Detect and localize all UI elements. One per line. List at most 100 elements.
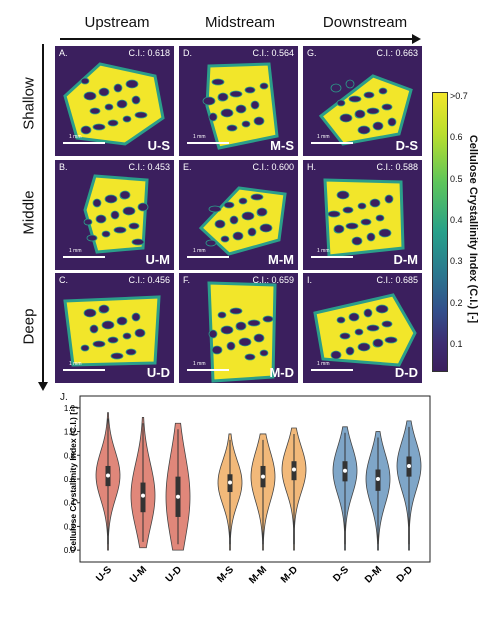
scale-bar-label: 1 mm <box>317 134 330 140</box>
y-tick-label: 0.2 <box>64 522 76 531</box>
specimen-image <box>63 295 161 367</box>
scale-bar-label: 1 mm <box>317 361 330 367</box>
image-panel-m-m: E. C.I.: 0.600 M-M 1 mm <box>179 160 298 270</box>
panel-ci-value: C.I.: 0.453 <box>128 162 170 172</box>
violin-median-point <box>343 468 347 473</box>
scale-bar <box>63 142 105 144</box>
violin-median-point <box>228 480 232 485</box>
x-tick-label: M-D <box>279 564 300 585</box>
scale-bar-label: 1 mm <box>69 361 82 367</box>
column-axis-arrow <box>60 38 415 40</box>
x-tick-label: D-M <box>363 564 384 585</box>
scale-bar-label: 1 mm <box>69 134 82 140</box>
y-tick-label: 0.0 <box>64 546 76 555</box>
specimen-image <box>63 62 165 146</box>
panel-letter: B. <box>59 162 68 172</box>
image-panel-m-d: F. C.I.: 0.659 M-D 1 mm <box>179 273 298 383</box>
panel-letter: D. <box>183 48 192 58</box>
image-panel-d-s: G. C.I.: 0.663 D-S 1 mm <box>303 46 422 156</box>
y-tick-label: 0.6 <box>64 475 76 484</box>
panel-tag: U-D <box>146 365 170 380</box>
y-axis-label: Cellulose Crystallinity Index (C.I.) [-] <box>68 406 78 552</box>
colorbar-tick-label: 0.5 <box>450 173 463 184</box>
y-tick-label: 1.0 <box>64 428 76 437</box>
panel-letter: F. <box>183 275 191 285</box>
scale-bar <box>311 256 353 258</box>
scale-bar <box>187 369 229 371</box>
y-tick-label: 0.4 <box>64 499 76 508</box>
violin-median-point <box>106 473 110 478</box>
scale-bar <box>187 142 229 144</box>
panel-letter: H. <box>307 162 316 172</box>
panel-tag: D-M <box>393 252 418 267</box>
panel-ci-value: C.I.: 0.588 <box>376 162 418 172</box>
image-panel-d-m: H. C.I.: 0.588 D-M 1 mm <box>303 160 422 270</box>
y-tick-label: 0.8 <box>64 451 76 460</box>
row-axis-arrow <box>42 44 44 384</box>
row-axis-arrowhead <box>38 382 48 391</box>
panel-tag: M-M <box>268 252 294 267</box>
x-tick-label: U-D <box>164 564 184 584</box>
panel-ci-value: C.I.: 0.564 <box>252 48 294 58</box>
scale-bar <box>311 142 353 144</box>
violin-panel-label: J. <box>60 392 68 403</box>
panel-letter: G. <box>307 48 317 58</box>
scale-bar <box>311 369 353 371</box>
violin-median-point <box>292 467 296 472</box>
image-panel-d-d: I. C.I.: 0.685 D-D 1 mm <box>303 273 422 383</box>
scale-bar <box>63 256 105 258</box>
image-panel-u-m: B. C.I.: 0.453 U-M 1 mm <box>55 160 174 270</box>
column-header-upstream: Upstream <box>84 14 150 31</box>
x-tick-label: D-S <box>331 564 351 584</box>
scale-bar-label: 1 mm <box>193 361 206 367</box>
colorbar-tick-label: >0.7 <box>450 91 468 101</box>
image-panel-m-s: D. C.I.: 0.564 M-S 1 mm <box>179 46 298 156</box>
colorbar <box>432 92 448 372</box>
colorbar-tick-label: 0.4 <box>450 215 463 225</box>
scale-bar-label: 1 mm <box>317 248 330 254</box>
specimen-image <box>198 186 287 256</box>
colorbar-tick-label: 0.1 <box>450 339 463 349</box>
panel-tag: D-S <box>395 138 418 153</box>
panel-ci-value: C.I.: 0.659 <box>252 275 294 285</box>
panel-letter: I. <box>307 275 313 285</box>
panel-letter: E. <box>183 162 192 172</box>
violin-median-point <box>141 493 145 498</box>
scale-bar-label: 1 mm <box>193 248 206 254</box>
column-header-downstream: Downstream <box>322 14 408 31</box>
panel-ci-value: C.I.: 0.600 <box>252 162 294 172</box>
image-panel-u-s: A. C.I.: 0.618 U-S 1 mm <box>55 46 174 156</box>
specimen-image <box>318 74 413 146</box>
panel-ci-value: C.I.: 0.663 <box>376 48 418 58</box>
specimen-image <box>323 178 405 258</box>
panel-letter: C. <box>59 275 68 285</box>
image-panel-u-d: C. C.I.: 0.456 U-D 1 mm <box>55 273 174 383</box>
specimen-image <box>207 281 277 383</box>
scale-bar-label: 1 mm <box>69 248 82 254</box>
panel-ci-value: C.I.: 0.685 <box>376 275 418 285</box>
colorbar-tick-label: 0.6 <box>450 132 463 143</box>
specimen-image <box>313 293 417 367</box>
panel-ci-value: C.I.: 0.456 <box>128 275 170 285</box>
specimen-image <box>202 62 279 150</box>
panel-tag: D-D <box>394 365 418 380</box>
column-axis-arrowhead <box>412 34 421 44</box>
colorbar-tick-label: 0.2 <box>450 297 463 308</box>
colorbar-tick-label: 0.3 <box>450 256 463 267</box>
x-tick-label: U-M <box>128 564 149 585</box>
violin-median-point <box>407 463 411 468</box>
panel-tag: U-S <box>147 138 170 153</box>
specimen-image <box>83 174 149 254</box>
y-tick-label: 1.2 <box>64 404 76 413</box>
scale-bar-label: 1 mm <box>193 134 206 140</box>
panel-tag: M-S <box>270 138 294 153</box>
x-tick-label: M-M <box>247 564 269 586</box>
violin-median-point <box>261 474 265 479</box>
scale-bar <box>63 369 105 371</box>
column-header-midstream: Midstream <box>204 14 275 31</box>
panel-ci-value: C.I.: 0.618 <box>128 48 170 58</box>
panel-tag: U-M <box>145 252 170 267</box>
panel-letter: A. <box>59 48 68 58</box>
violin-median-point <box>176 494 180 499</box>
panel-tag: M-D <box>269 365 294 380</box>
